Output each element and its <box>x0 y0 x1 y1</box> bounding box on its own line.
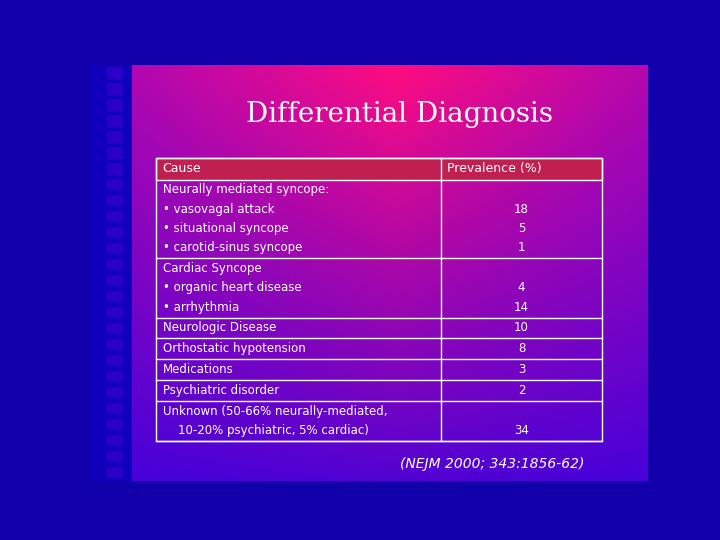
Text: 18: 18 <box>514 202 529 215</box>
Bar <box>107 355 123 367</box>
Text: Medications: Medications <box>163 363 233 376</box>
Text: • organic heart disease: • organic heart disease <box>163 281 301 294</box>
Bar <box>107 227 123 239</box>
Text: 5: 5 <box>518 222 525 235</box>
Bar <box>107 275 123 286</box>
Bar <box>90 65 132 481</box>
Text: 10-20% psychiatric, 5% cardiac): 10-20% psychiatric, 5% cardiac) <box>163 424 369 437</box>
Text: Cardiac Syncope: Cardiac Syncope <box>163 262 261 275</box>
Text: Neurologic Disease: Neurologic Disease <box>163 321 276 334</box>
Text: • vasovagal attack: • vasovagal attack <box>163 202 274 215</box>
Bar <box>107 163 123 174</box>
Text: • situational syncope: • situational syncope <box>163 222 288 235</box>
Bar <box>107 115 123 126</box>
Bar <box>107 339 123 350</box>
Text: 3: 3 <box>518 363 525 376</box>
Bar <box>107 323 123 334</box>
Bar <box>107 179 123 191</box>
Text: Unknown (50-66% neurally-mediated,: Unknown (50-66% neurally-mediated, <box>163 405 387 418</box>
Text: 4: 4 <box>518 281 525 294</box>
Bar <box>107 387 123 399</box>
Text: Neurally mediated syncope:: Neurally mediated syncope: <box>163 184 329 197</box>
Bar <box>107 131 123 143</box>
Text: 14: 14 <box>514 301 529 314</box>
Bar <box>107 147 123 159</box>
Bar <box>107 83 123 94</box>
Bar <box>107 211 123 222</box>
Text: Prevalence (%): Prevalence (%) <box>447 163 542 176</box>
Bar <box>107 451 123 462</box>
Text: 34: 34 <box>514 424 529 437</box>
Text: 2: 2 <box>518 384 525 397</box>
Text: 10: 10 <box>514 321 529 334</box>
Text: 1: 1 <box>518 241 525 254</box>
Bar <box>156 158 602 179</box>
Text: Orthostatic hypotension: Orthostatic hypotension <box>163 342 305 355</box>
Bar <box>107 291 123 302</box>
Bar <box>107 307 123 319</box>
Text: Differential Diagnosis: Differential Diagnosis <box>246 101 553 128</box>
Text: • arrhythmia: • arrhythmia <box>163 301 239 314</box>
Bar <box>107 67 123 78</box>
Bar <box>156 158 602 441</box>
Bar <box>107 243 123 254</box>
Bar <box>107 435 123 447</box>
Bar <box>107 371 123 382</box>
Bar <box>107 403 123 414</box>
Bar <box>107 419 123 430</box>
Text: Cause: Cause <box>163 163 201 176</box>
Text: • carotid-sinus syncope: • carotid-sinus syncope <box>163 241 302 254</box>
Bar <box>107 467 123 478</box>
Text: (NEJM 2000; 343:1856-62): (NEJM 2000; 343:1856-62) <box>400 457 584 471</box>
Bar <box>107 99 123 111</box>
Text: Psychiatric disorder: Psychiatric disorder <box>163 384 279 397</box>
Bar <box>107 195 123 206</box>
Bar <box>107 259 123 271</box>
Text: 8: 8 <box>518 342 525 355</box>
